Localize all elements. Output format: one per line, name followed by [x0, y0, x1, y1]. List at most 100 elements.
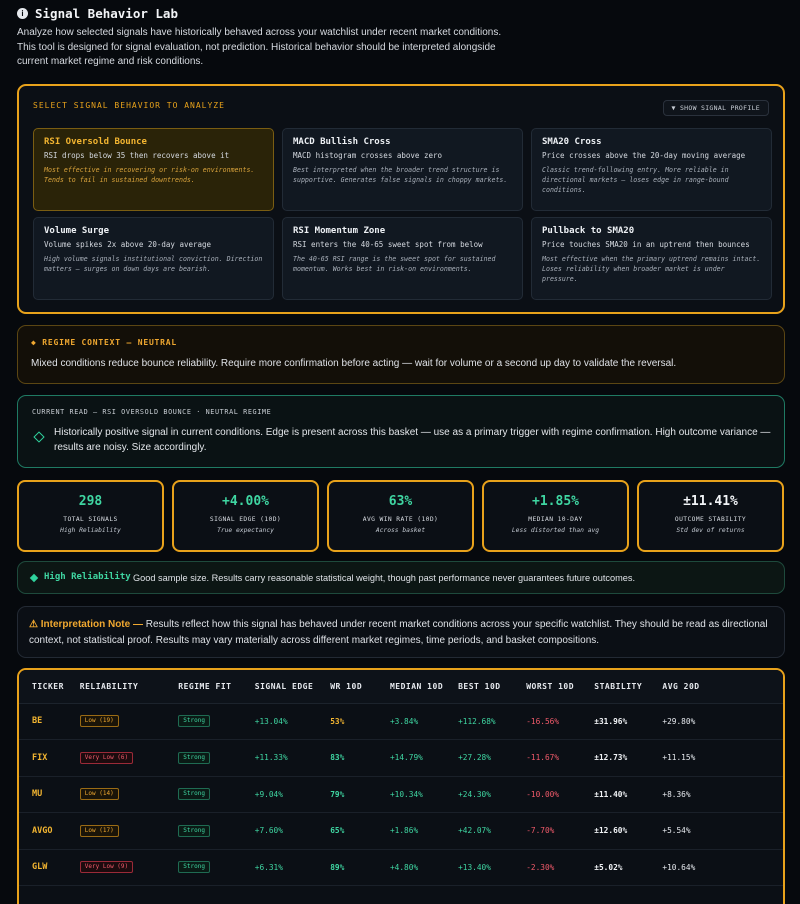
- avg-20d-value: +8.36%: [662, 789, 691, 799]
- signal-card-title: Pullback to SMA20: [542, 226, 635, 236]
- regime-fit-badge: Strong: [178, 861, 210, 874]
- column-header-wr-10d[interactable]: WR 10D: [330, 670, 390, 704]
- metric-subtitle: True expectancy: [217, 527, 274, 534]
- signal-card-note: Most effective in recovering or risk-on …: [44, 166, 255, 184]
- avg-20d-value: +11.15%: [662, 753, 696, 763]
- metric-card: ±11.41% OUTCOME STABILITY Std dev of retur…: [637, 480, 784, 552]
- metric-subtitle: Less distorted than avg: [511, 527, 600, 534]
- signal-card-note: Classic trend-following entry. More reli…: [542, 166, 729, 194]
- signal-card-title: SMA20 Cross: [542, 137, 602, 147]
- median-value: +10.34%: [389, 789, 423, 799]
- metric-label: TOTAL SIGNALS: [63, 516, 118, 523]
- signal-card-rsi-oversold-bounce[interactable]: RSI Oversold Bounce RSI drops below 35 th…: [33, 128, 274, 211]
- signal-edge-value: +6.31%: [254, 862, 283, 872]
- median-value: +1.86%: [389, 826, 419, 836]
- signal-card-volume-surge[interactable]: Volume Surge Volume spikes 2x above 20-da…: [33, 217, 274, 300]
- stability-value: ±5.02%: [594, 862, 623, 872]
- page-description: Analyze how selected signals have histor…: [17, 27, 502, 67]
- metric-value: 298: [78, 494, 103, 509]
- signal-picker-panel: SELECT SIGNAL BEHAVIOR TO ANALYZE ▼ SHOW…: [17, 84, 785, 314]
- metric-subtitle: Across basket: [375, 527, 426, 534]
- metric-card: 298 TOTAL SIGNALS High Reliability: [17, 480, 164, 552]
- worst-value: -16.56%: [526, 716, 560, 726]
- avg-20d-value: +10.64%: [662, 862, 696, 872]
- signal-card-subtitle: MACD histogram crosses above zero: [293, 151, 443, 160]
- column-header-reliability[interactable]: RELIABILITY: [79, 670, 179, 704]
- diamond-icon: [29, 573, 39, 583]
- ticker[interactable]: BE: [32, 716, 43, 727]
- regime-fit-badge: Strong: [178, 788, 210, 801]
- reliability-badge: Low (17): [79, 824, 119, 837]
- signal-edge-value: +7.60%: [254, 826, 283, 836]
- table-row[interactable]: BE Low (19) Strong +13.04% 53% +3.84% +112.68%…: [19, 703, 783, 740]
- metric-label: OUTCOME STABILITY: [674, 516, 747, 523]
- table-row[interactable]: [19, 885, 783, 904]
- column-header-regime-fit[interactable]: REGIME FIT: [178, 670, 255, 704]
- metric-value: 63%: [388, 494, 413, 509]
- stability-value: ±12.73%: [594, 753, 628, 763]
- table-row[interactable]: AVGO Low (17) Strong +7.60% 65% +1.86% +42.07%…: [19, 812, 783, 850]
- metric-subtitle: Std dev of returns: [676, 527, 745, 534]
- ticker[interactable]: AVGO: [32, 825, 53, 836]
- reliability-text: Good sample size. Results carry reasonab…: [133, 573, 636, 583]
- signal-card-subtitle: RSI enters the 40-65 sweet spot from bel…: [293, 240, 483, 249]
- metric-card: 63% AVG WIN RATE (10D) Across basket: [327, 480, 474, 552]
- interpretation-text: Results reflect how this signal has beha…: [29, 619, 768, 646]
- reliability-strip: High Reliability Good sample size. Resul…: [17, 561, 785, 594]
- column-header-stability[interactable]: STABILITY: [594, 670, 663, 704]
- page-title: Signal Behavior Lab: [35, 5, 178, 21]
- win-rate-value: 53%: [330, 716, 345, 726]
- signal-card-macd-bullish-cross[interactable]: MACD Bullish Cross MACD histogram crosses…: [282, 128, 523, 211]
- metric-value: +4.00%: [222, 494, 269, 509]
- signal-card-note: Most effective when the primary uptrend …: [542, 255, 761, 283]
- signal-card-pullback-to-sma20[interactable]: Pullback to SMA20 Price touches SMA20 in …: [531, 217, 772, 300]
- column-header-median-10d[interactable]: MEDIAN 10D: [389, 670, 459, 704]
- median-value: +4.80%: [389, 862, 419, 872]
- column-header-avg-20d[interactable]: AVG 20D: [662, 670, 783, 704]
- signal-card-note: Best interpreted when the broader trend …: [293, 166, 508, 184]
- signal-card-title: MACD Bullish Cross: [293, 137, 391, 147]
- signal-card-note: The 40-65 RSI range is the sweet spot fo…: [293, 255, 496, 273]
- win-rate-value: 89%: [330, 862, 345, 872]
- stability-value: ±11.40%: [594, 789, 628, 799]
- signal-card-title: RSI Oversold Bounce: [44, 137, 147, 147]
- ticker[interactable]: GLW: [32, 862, 48, 873]
- ticker[interactable]: FIX: [32, 752, 48, 763]
- best-value: +24.30%: [458, 789, 491, 799]
- reliability-badge: Very Low (9): [79, 861, 134, 874]
- signal-edge-value: +11.33%: [254, 753, 288, 763]
- avg-20d-value: +5.54%: [662, 826, 691, 836]
- ticker[interactable]: MU: [32, 789, 43, 800]
- table-row[interactable]: MU Low (14) Strong +9.04% 79% +10.34% +24.30% -…: [19, 776, 783, 813]
- signal-card-subtitle: Price crosses above the 20-day moving av…: [542, 151, 746, 160]
- column-header-best-10d[interactable]: BEST 10D: [458, 670, 527, 704]
- stability-value: ±12.60%: [594, 826, 628, 836]
- column-header-signal-edge[interactable]: SIGNAL EDGE: [254, 670, 331, 704]
- metric-card: +1.85% MEDIAN 10-DAY Less distorted than a…: [482, 480, 629, 552]
- regime-fit-badge: Strong: [178, 751, 210, 764]
- signal-card-rsi-momentum-zone[interactable]: RSI Momentum Zone RSI enters the 40-65 sw…: [282, 217, 523, 300]
- worst-value: -11.67%: [526, 753, 560, 763]
- show-signal-profile-button[interactable]: ▼ SHOW SIGNAL PROFILE: [662, 100, 769, 116]
- diamond-icon: [33, 431, 45, 443]
- column-header-ticker[interactable]: TICKER: [19, 670, 80, 704]
- info-icon: i: [17, 7, 28, 19]
- signal-edge-value: +9.04%: [254, 789, 283, 799]
- win-rate-value: 79%: [330, 789, 345, 799]
- table-row[interactable]: FIX Very Low (6) Strong +11.33% 83% +14.79% +2…: [19, 739, 783, 777]
- table-row[interactable]: GLW Very Low (9) Strong +6.31% 89% +4.80% +13.…: [19, 849, 783, 886]
- win-rate-value: 65%: [330, 826, 345, 836]
- signal-card-sma20-cross[interactable]: SMA20 Cross Price crosses above the 20-da…: [531, 128, 772, 211]
- regime-fit-badge: Strong: [178, 824, 210, 837]
- metric-value: ±11.41%: [683, 494, 738, 509]
- interpretation-heading: ⚠ Interpretation Note —: [29, 619, 143, 630]
- worst-value: -10.00%: [526, 789, 560, 799]
- best-value: +13.40%: [458, 862, 491, 872]
- reliability-badge: Very Low (6): [79, 751, 134, 764]
- page-header: i Signal Behavior Lab Analyze how select…: [17, 4, 787, 70]
- signal-cards: RSI Oversold Bounce RSI drops below 35 th…: [33, 128, 772, 300]
- picker-label: SELECT SIGNAL BEHAVIOR TO ANALYZE: [33, 101, 225, 110]
- column-header-worst-10d[interactable]: WORST 10D: [526, 670, 595, 704]
- avg-20d-value: +29.80%: [662, 716, 696, 726]
- stability-value: ±31.96%: [594, 716, 628, 726]
